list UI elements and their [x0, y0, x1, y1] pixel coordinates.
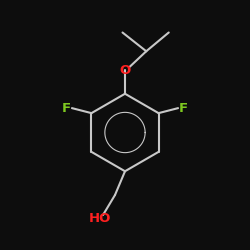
Text: F: F [62, 102, 71, 114]
Text: HO: HO [89, 212, 111, 225]
Text: O: O [120, 64, 130, 76]
Text: F: F [179, 102, 188, 114]
